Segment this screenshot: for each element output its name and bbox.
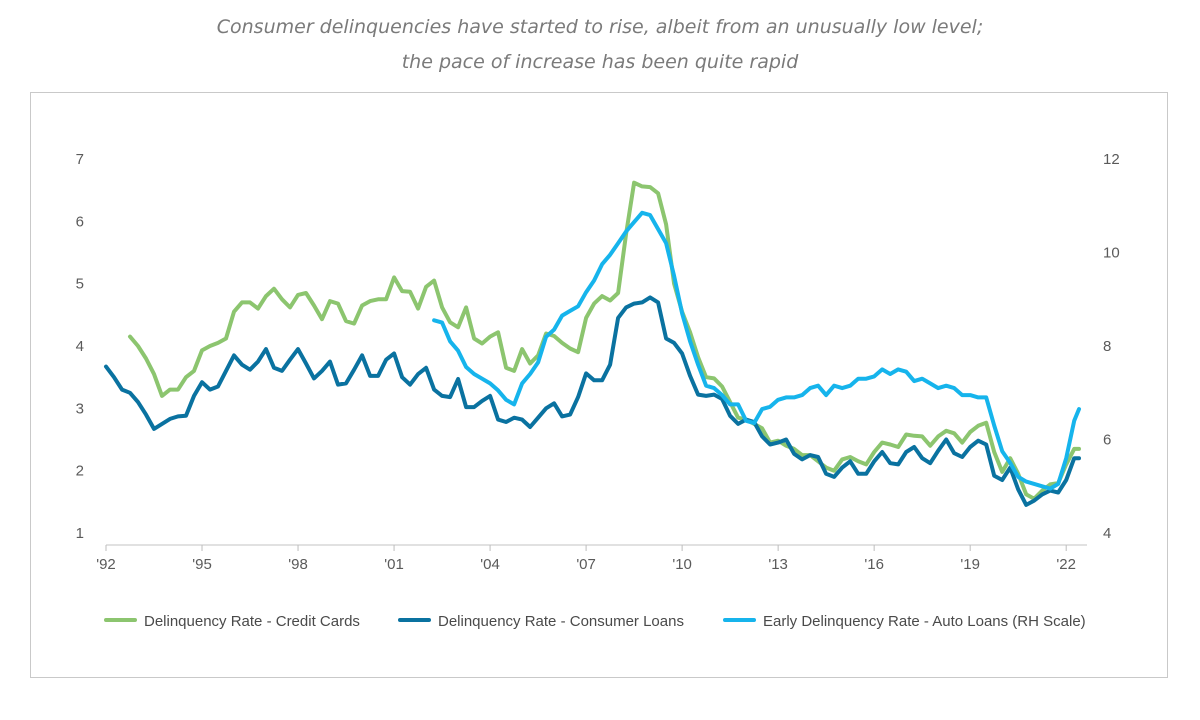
legend: Delinquency Rate - Credit Cards Delinquen… [104,613,1086,630]
x-tick-label: '22 [1056,556,1076,573]
y-left-tick-label: 7 [76,151,84,168]
y-right-tick-label: 10 [1103,245,1120,262]
y-left-tick-label: 5 [76,276,84,293]
x-tick-label: '92 [96,556,116,573]
y-axis-right: 4 6 8 10 12 [1103,151,1120,542]
chart-title-line-1: Consumer delinquencies have started to r… [216,16,984,38]
y-left-tick-label: 3 [76,400,84,417]
legend-label: Delinquency Rate - Consumer Loans [438,613,684,630]
y-axis-left: 1 2 3 4 5 6 7 [76,151,84,542]
y-left-tick-label: 2 [76,463,84,480]
y-left-tick-label: 4 [76,338,84,355]
x-tick-label: '95 [192,556,212,573]
series-line-early-delinquency-rate-auto-loans-rh-scale [432,210,1081,491]
x-tick-label: '04 [480,556,500,573]
legend-label: Delinquency Rate - Credit Cards [144,613,360,630]
x-tick-label: '07 [576,556,596,573]
y-left-tick-label: 1 [76,525,84,542]
series-line-delinquency-rate-consumer-loans [104,295,1081,507]
x-tick-label: '13 [768,556,788,573]
y-right-tick-label: 4 [1103,525,1111,542]
series-line-delinquency-rate-credit-cards [128,180,1081,501]
chart-frame [30,92,1168,678]
x-axis: '92 '95 '98 '01 '04 '07 '10 '13 '16 '19 '22 [96,544,1087,573]
x-tick-label: '98 [288,556,308,573]
series-lines [104,180,1081,507]
legend-label: Early Delinquency Rate - Auto Loans (RH … [763,613,1086,630]
x-tick-label: '19 [960,556,980,573]
y-right-tick-label: 6 [1103,432,1111,449]
x-tick-label: '01 [384,556,404,573]
x-tick-label: '10 [672,556,692,573]
y-right-tick-label: 8 [1103,338,1111,355]
y-right-tick-label: 12 [1103,151,1120,168]
chart-title-line-2: the pace of increase has been quite rapi… [401,51,799,73]
y-left-tick-label: 6 [76,213,84,230]
x-tick-label: '16 [864,556,884,573]
